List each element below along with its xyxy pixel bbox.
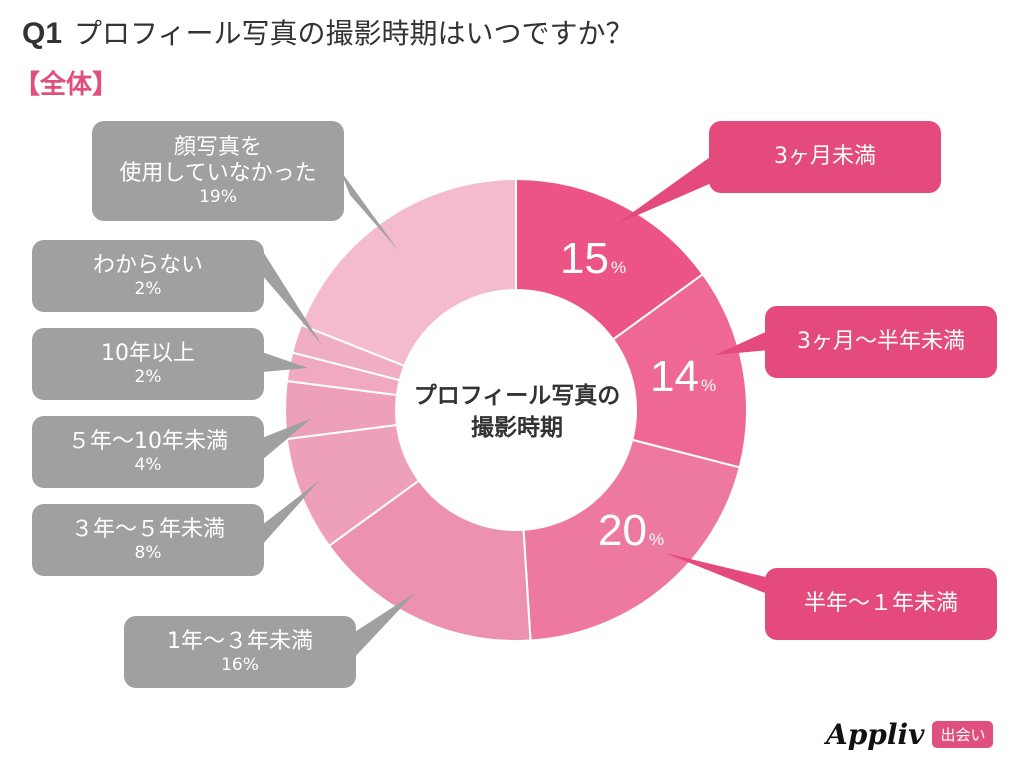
pointer-m3to6 xyxy=(715,330,770,355)
callout-label: 半年～１年未満 xyxy=(803,591,958,616)
callout-label: 1年～３年未満 xyxy=(167,629,313,654)
slice-y1to3 xyxy=(327,479,532,642)
center-label-line1: プロフィール写真の xyxy=(413,383,621,409)
donut-center-label: プロフィール写真の 撮影時期 xyxy=(386,380,648,444)
pointer-y1to3 xyxy=(350,593,415,660)
callout-unknown: わからない 2% xyxy=(32,240,264,312)
pointer-m6to12 xyxy=(665,553,770,595)
slice-value: 15 xyxy=(560,234,609,283)
callout-label: ３年～５年未満 xyxy=(70,517,225,542)
callout-percent: 8% xyxy=(134,543,162,563)
slice-unit: % xyxy=(648,530,665,549)
donut-slices xyxy=(284,177,748,642)
logo-tag: 出会い xyxy=(932,721,994,748)
pointer-y3to5 xyxy=(262,480,320,545)
slice-m0to3 xyxy=(515,177,705,341)
callout-label: わからない xyxy=(92,253,203,278)
callout-percent: 4% xyxy=(134,455,162,475)
slice-unit: % xyxy=(610,258,627,277)
slice-no_face xyxy=(299,177,517,368)
center-label-line2: 撮影時期 xyxy=(471,415,563,441)
pointer-y5to10 xyxy=(262,418,312,460)
slice-m6to12 xyxy=(522,438,741,642)
question-text: プロフィール写真の撮影時期はいつですか？ xyxy=(74,17,634,50)
callout-over10: 10年以上 2% xyxy=(32,328,264,400)
callout-y1to3: 1年～３年未満 16% xyxy=(124,616,356,688)
callout-label: 使用していなかった xyxy=(119,161,317,186)
callout-y3to5: ３年～５年未満 8% xyxy=(32,504,264,576)
callout-label: 3ヶ月～半年未満 xyxy=(797,329,965,354)
pointer-unknown xyxy=(262,250,322,345)
segment-label: 【全体】 xyxy=(14,70,119,100)
question-number: Q1 xyxy=(22,17,63,50)
slice-label-m0to3: 15% xyxy=(560,234,626,284)
callout-m6to12: 半年～１年未満 xyxy=(765,568,997,640)
slice-value: 14 xyxy=(650,352,699,401)
callout-percent: 19% xyxy=(199,187,237,207)
slice-label-m3to6: 14% xyxy=(650,352,716,402)
pointer-m0to3 xyxy=(615,150,730,225)
callout-pointers xyxy=(262,150,770,660)
pointer-no-face xyxy=(340,170,398,250)
callout-percent: 2% xyxy=(134,279,162,299)
callout-label: 3ヶ月未満 xyxy=(774,144,876,169)
slice-value: 20 xyxy=(598,506,647,555)
chart-title: Q1 プロフィール写真の撮影時期はいつですか？ xyxy=(22,12,633,52)
callout-label: ５年～10年未満 xyxy=(68,429,228,454)
callout-m0to3: 3ヶ月未満 xyxy=(709,121,941,193)
appliv-logo: Appliv 出会い xyxy=(826,718,994,751)
callout-label: 10年以上 xyxy=(101,341,195,366)
logo-brand: Appliv xyxy=(826,718,925,751)
callout-m3to6: 3ヶ月～半年未満 xyxy=(765,306,997,378)
pointer-over10 xyxy=(262,352,308,372)
callout-percent: 2% xyxy=(134,367,162,387)
slice-unit: % xyxy=(700,376,717,395)
callout-y5to10: ５年～10年未満 4% xyxy=(32,416,264,488)
callout-percent: 16% xyxy=(221,655,259,675)
slice-label-m6to12: 20% xyxy=(598,506,664,556)
slice-m3to6 xyxy=(611,272,748,469)
callout-no-face: 顔写真を 使用していなかった 19% xyxy=(92,121,344,221)
callout-label: 顔写真を xyxy=(173,135,262,160)
